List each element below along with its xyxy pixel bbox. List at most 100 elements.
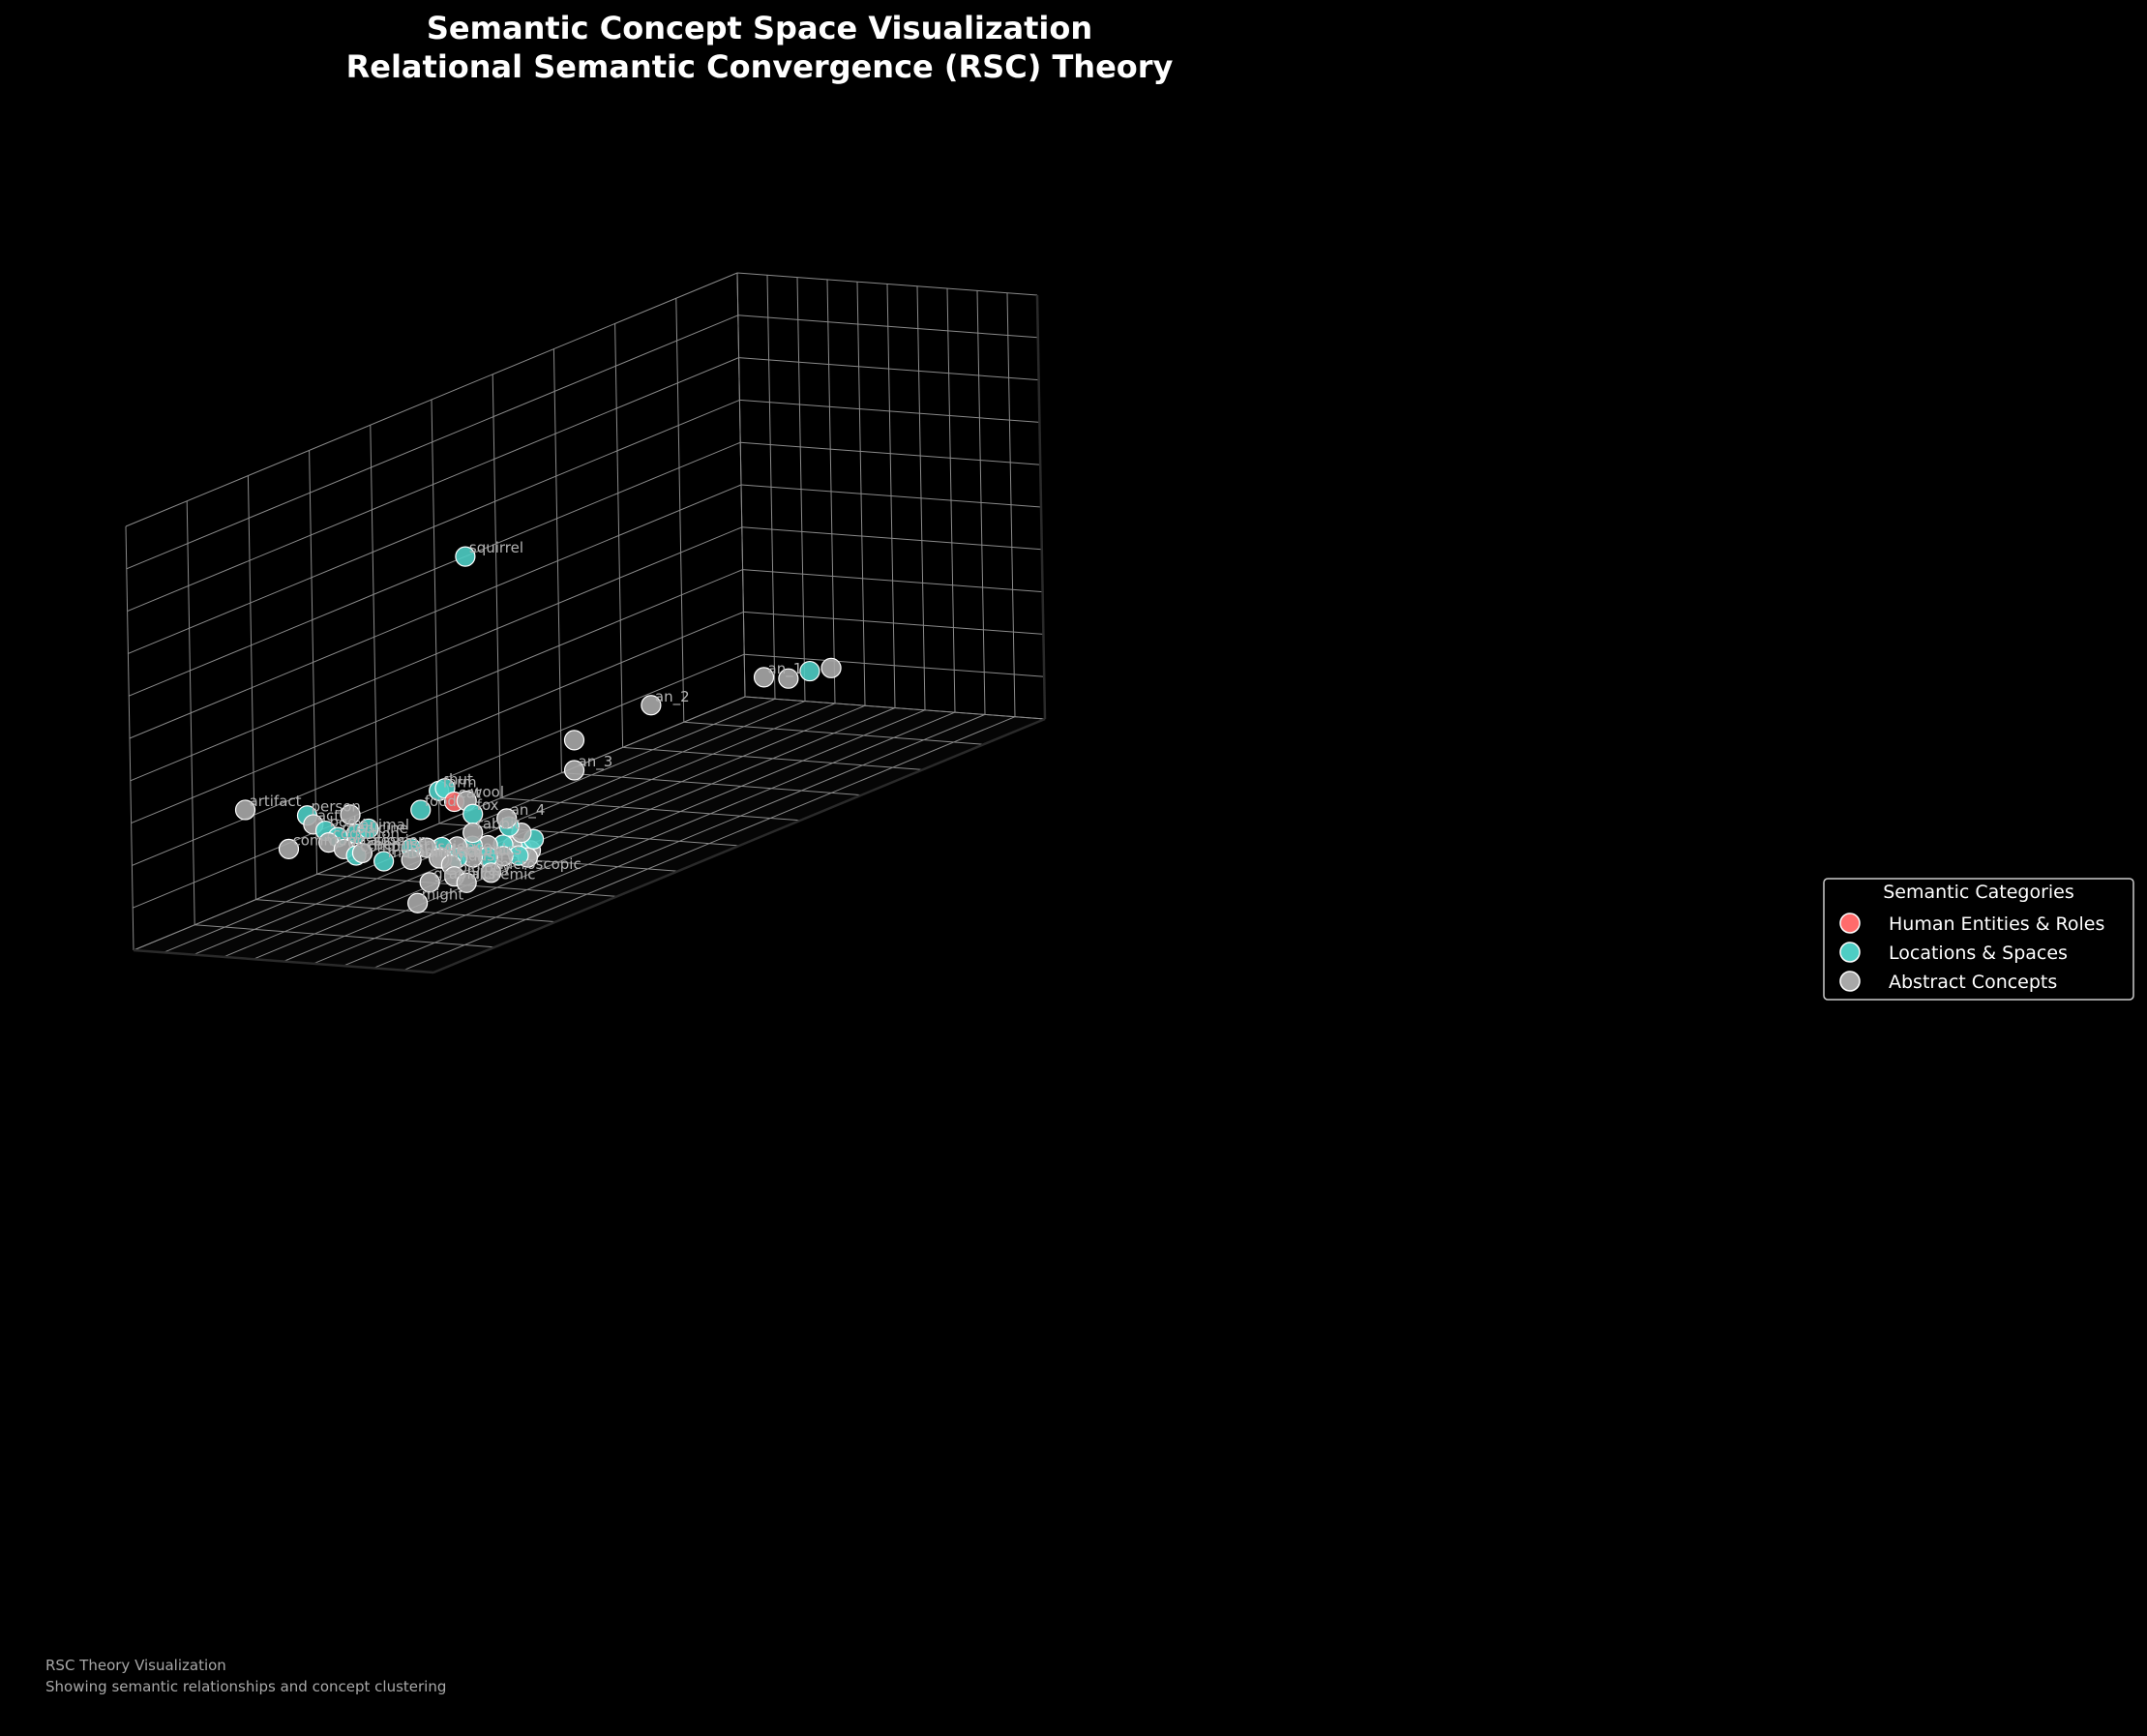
scatter-point [820,657,842,678]
point-label: chemistry [366,835,438,853]
legend-title: Semantic Categories [1883,882,2074,903]
point-label: an_4 [511,801,546,820]
point-label: person [311,798,360,816]
point-label: artifact [250,793,302,810]
scatter-point [641,695,662,716]
sidewall-grid-line [125,525,134,951]
sidewall-grid-line [370,425,379,850]
sidewall-grid-line [127,357,739,613]
sidewall-grid-line [186,500,195,925]
point-label: body [330,814,366,831]
legend-marker-abstract [1839,971,1861,992]
point-label: possession [347,831,427,849]
scatter-point [480,862,502,883]
point-label: cat [459,785,481,802]
backwall-grid-line [740,484,1042,508]
point-label: mathematics [388,844,484,861]
point-label: food [425,793,457,810]
scatter-point [278,838,300,859]
point-label: computer_science [360,838,492,856]
y-axis-edge [432,717,1046,974]
scatter-point [373,851,395,872]
floor-grid-line [403,716,1016,972]
floor-grid-line [313,709,926,965]
legend-marker-locations [1839,942,1861,963]
floor-grid-line [283,707,896,962]
point-label: rabbit [477,816,521,833]
caption-line-1: RSC Theory Visualization [45,1657,226,1674]
point-label: medicine [342,820,408,837]
floor-grid-line [194,924,495,948]
scatter-point [419,872,440,893]
legend: Semantic Categories Human Entities & Rol… [1823,878,2134,1001]
legend-label-human: Human Entities & Roles [1889,913,2104,935]
caption-line-2: Showing semantic relationships and conce… [45,1678,446,1695]
scatter-point [456,872,477,893]
x-axis-edge [133,948,434,974]
sidewall-grid-line [129,441,741,697]
legend-label-abstract: Abstract Concepts [1889,972,2057,993]
backwall-grid-line [737,314,1038,339]
backwall-grid-line [946,288,956,713]
scatter-point [496,808,518,829]
scatter-point [410,799,432,821]
point-label: biology [459,859,512,877]
sidewall-grid-line [128,399,740,654]
floor-grid-line [255,899,556,923]
scatter-point [799,660,820,682]
scatter-point [340,804,361,825]
floor-grid-line [373,713,986,969]
scatter-point [462,822,484,844]
point-label: animal [360,817,409,834]
backwall-grid-line [1006,292,1016,717]
point-label: communication [292,831,404,849]
legend-label-locations: Locations & Spaces [1889,943,2068,964]
sidewall-grid-line [247,475,256,900]
scatter-point [563,730,585,751]
chart-title: Semantic Concept Space Visualization [427,10,1092,46]
point-label: squirrel [469,539,523,556]
point-label: act [317,807,340,824]
backwall-grid-line [916,285,926,710]
point-label: cognition [333,825,400,843]
point-label: farm [443,773,477,791]
scatter-point [401,849,422,871]
floor-grid-line [343,711,956,967]
backwall-grid-line [740,441,1041,465]
legend-marker-human [1839,913,1861,934]
point-label: hut [449,771,473,789]
backwall-grid-line [736,272,1038,296]
chart-subtitle: Relational Semantic Convergence (RSC) Th… [346,48,1174,85]
point-label: might [422,885,464,903]
backwall-grid-line [739,399,1040,423]
point-label: wool [470,784,504,801]
scatter-point [351,842,373,864]
point-label: architecture [415,843,503,860]
point-label: alchemic [470,865,535,883]
legend-box [1823,878,2134,1001]
scatter-point [455,546,476,567]
scatter-point [563,760,585,781]
backwall-grid-line [976,290,986,715]
point-labels: squirrel artifact personactbodycommunicati… [250,539,803,903]
backwall-grid-line [738,357,1039,381]
scatter-point [778,668,799,689]
sidewall-grid-line [129,484,742,739]
point-label: microscopic [494,855,581,873]
sidewall-grid-line [126,314,738,570]
sidewall-grid-line [309,450,318,875]
point-label: fox [477,796,499,814]
z-axis-edge [1035,294,1047,720]
point-label: an_1 [768,660,803,678]
point-label: an_2 [655,688,690,706]
point-label: an_3 [579,753,613,771]
scatter-point [407,892,429,913]
sidewall-grid-line [125,272,738,527]
point-label: electronics [443,841,522,858]
scatter-point [753,667,775,688]
point-label: graphics [433,865,495,883]
point-label: industry [455,848,515,865]
scatter-point [358,818,379,840]
